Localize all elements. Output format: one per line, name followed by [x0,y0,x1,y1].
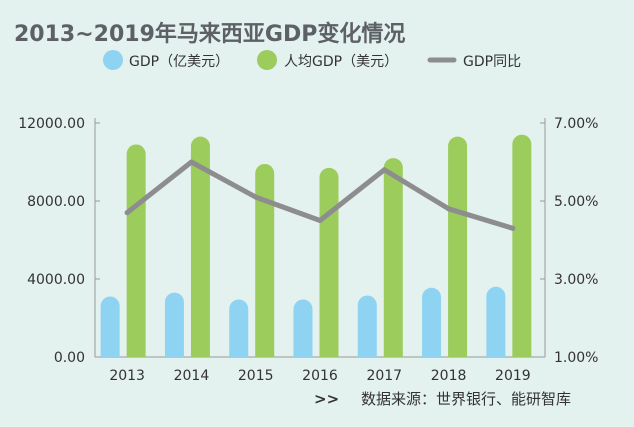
legend: GDP（亿美元） 人均GDP（美元） GDP同比 [103,50,521,70]
bars [100,134,532,357]
x-tick-label: 2013 [109,368,145,384]
line-point-gdp-growth [124,210,130,216]
bar-gdp [422,287,442,357]
source-arrows: >> [314,390,339,408]
legend-swatch-gdp [103,50,123,70]
bar-gdp [357,295,377,357]
bar-gdp [486,286,506,357]
bar-per-capita-gdp [126,144,146,357]
bar-per-capita-gdp [448,136,468,357]
right-tick-label: 3.00% [554,272,598,288]
left-tick-label: 0.00 [54,350,85,366]
legend-label-per-capita: 人均GDP（美元） [284,54,398,70]
line-point-gdp-growth [317,218,323,223]
legend-swatch-per-capita [257,50,277,70]
x-tick-label: 2018 [431,368,467,384]
left-tick-label: 4000.00 [27,272,85,288]
legend-label-growth: GDP同比 [463,54,521,70]
x-tick-label: 2019 [495,368,531,384]
right-tick-label: 7.00% [554,116,598,132]
x-tick-label: 2015 [238,368,274,384]
legend-label-gdp: GDP（亿美元） [129,54,229,70]
bar-per-capita-gdp [319,167,339,357]
bar-per-capita-gdp [255,163,275,357]
bar-gdp [293,299,313,357]
line-point-gdp-growth [188,159,194,165]
bar-per-capita-gdp [512,134,532,357]
x-tick-label: 2017 [366,368,402,384]
line-point-gdp-growth [253,194,259,200]
right-tick-label: 5.00% [554,194,598,210]
line-point-gdp-growth [381,167,387,173]
x-tick-label: 2016 [302,368,338,384]
source-note: >> 数据来源：世界银行、能研智库 [314,390,571,408]
line-series [124,159,516,231]
chart-title: 2013~2019年马来西亚GDP变化情况 [14,21,405,47]
source-text: 数据来源：世界银行、能研智库 [361,390,571,408]
right-tick-label: 1.00% [554,350,598,366]
bar-gdp [164,292,184,357]
left-tick-label: 8000.00 [27,194,85,210]
x-tick-label: 2014 [174,368,210,384]
bar-gdp [229,299,249,357]
x-labels: 2013 2014 2015 2016 2017 2018 2019 [109,368,530,384]
left-tick-label: 12000.00 [18,116,85,132]
bar-per-capita-gdp [190,136,210,357]
bar-gdp [100,296,120,357]
line-point-gdp-growth [510,225,516,231]
bar-per-capita-gdp [383,158,403,357]
ticks: 0.00 4000.00 8000.00 12000.00 1.00% 3.00% 5.00… [18,116,598,366]
line-point-gdp-growth [446,206,452,212]
